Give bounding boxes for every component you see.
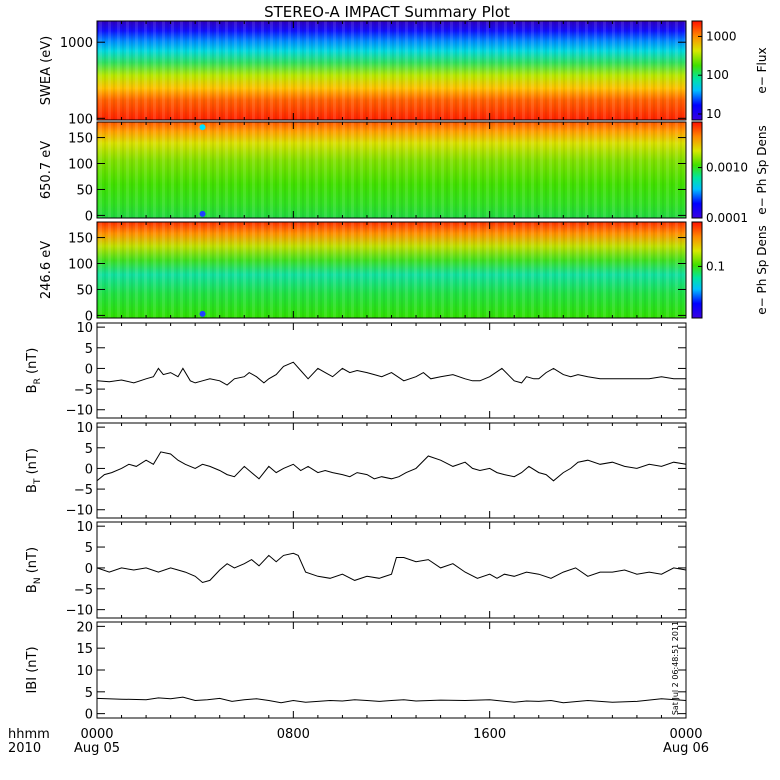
bmag-ylabel: IBI (nT) — [25, 646, 40, 693]
pad650-feature-spot — [199, 124, 206, 131]
pad650-ylabel: 650.7 eV — [39, 141, 54, 199]
pad246-ylabel: 246.6 eV — [39, 241, 54, 299]
pad650-heatmap-texture — [97, 122, 686, 218]
br-frame — [96, 322, 687, 419]
pad650-colorbar-tick-label: 0.0010 — [706, 161, 748, 175]
swea-y-tick-label: 100 — [68, 112, 93, 127]
bmag-series-line — [96, 696, 687, 704]
pad650-y-tick-label: 50 — [76, 183, 93, 198]
pad246-colorbar — [691, 221, 703, 319]
bmag-ylabel-unit: (nT) — [25, 646, 40, 676]
pad246-heatmap-texture — [97, 222, 686, 318]
bt-series-line — [96, 451, 687, 482]
pad246-y-tick-label: 150 — [68, 232, 93, 247]
br-series-line — [96, 361, 686, 386]
x-tick-label: 0000 — [80, 727, 113, 742]
chart-title: STEREO-A IMPACT Summary Plot — [264, 3, 510, 21]
bn-ylabel-main: B — [25, 584, 40, 593]
x-tick-label: 0800 — [277, 727, 310, 742]
bn-y-tick-label: −10 — [66, 604, 93, 619]
bn-y-tick-label: 10 — [76, 520, 93, 535]
swea-ylabel: SWEA (eV) — [39, 36, 54, 105]
swea-heatmap-texture — [97, 21, 686, 120]
bt-y-tick-label: 5 — [85, 442, 93, 457]
pad650-y-tick-label: 0 — [85, 209, 93, 224]
br-ylabel: BR (nT) — [25, 348, 43, 394]
bmag-ylabel-main: IBI — [25, 677, 40, 694]
br-y-tick-label: 5 — [85, 342, 93, 357]
br-ylabel-unit: (nT) — [25, 348, 40, 378]
br-ylabel-sub: R — [33, 378, 43, 384]
x-axis-label-hhmm: hhmm — [8, 727, 50, 742]
bn-frame — [96, 521, 687, 619]
swea-colorbar-label: e− Flux — [755, 47, 769, 93]
bmag-y-tick-label: 0 — [85, 708, 93, 723]
pad246-feature-spot — [199, 310, 206, 317]
x-tick-date: Aug 06 — [663, 741, 709, 756]
pad246-y-tick-label: 50 — [76, 283, 93, 298]
swea-y-tick-label: 1000 — [60, 36, 93, 51]
bt-y-tick-label: −5 — [74, 483, 93, 498]
x-tick-label: 0000 — [669, 727, 702, 742]
timestamp: Sat Jul 2 06:48:51 2011 — [671, 621, 680, 715]
swea-colorbar-tick-label: 10 — [706, 107, 721, 121]
swea-colorbar-tick-label: 1000 — [706, 29, 737, 43]
x-tick-date: Aug 05 — [74, 741, 120, 756]
bt-y-tick-label: 0 — [85, 462, 93, 477]
bmag-y-tick-label: 20 — [76, 620, 93, 635]
bn-series-line — [96, 552, 687, 584]
br-y-tick-label: −5 — [74, 383, 93, 398]
pad650-y-tick-label: 150 — [68, 132, 93, 147]
bmag-y-tick-label: 5 — [85, 686, 93, 701]
bt-ylabel: BT (nT) — [25, 448, 43, 493]
bn-y-tick-label: 0 — [85, 562, 93, 577]
swea-colorbar — [691, 20, 703, 121]
pad650-feature-spot — [199, 210, 206, 217]
swea-colorbar-tick-label: 100 — [706, 68, 729, 82]
br-y-tick-label: −10 — [66, 404, 93, 419]
x-axis-label-year: 2010 — [8, 741, 41, 756]
bt-y-tick-label: 10 — [76, 421, 93, 436]
bmag-y-tick-label: 10 — [76, 664, 93, 679]
pad650-y-tick-label: 100 — [68, 158, 93, 173]
bn-y-tick-label: −5 — [74, 583, 93, 598]
bt-frame — [96, 422, 687, 519]
pad650-colorbar — [691, 121, 703, 219]
bt-ylabel-sub: T — [33, 478, 43, 485]
pad246-y-tick-label: 0 — [85, 309, 93, 324]
br-ylabel-main: B — [25, 384, 40, 393]
pad246-colorbar-label: e− Ph Sp Dens — [755, 225, 769, 314]
bn-ylabel-sub: N — [33, 577, 43, 584]
bn-y-tick-label: 5 — [85, 541, 93, 556]
pad246-y-tick-label: 100 — [68, 258, 93, 273]
br-y-tick-label: 10 — [76, 321, 93, 336]
bt-ylabel-unit: (nT) — [25, 448, 40, 478]
bmag-y-tick-label: 15 — [76, 642, 93, 657]
bn-ylabel-unit: (nT) — [25, 547, 40, 577]
bmag-frame — [96, 621, 687, 719]
pad246-colorbar-tick-label: 0.1 — [706, 259, 725, 273]
x-tick-label: 1600 — [473, 727, 506, 742]
bn-ylabel: BN (nT) — [25, 547, 43, 593]
bt-y-tick-label: −10 — [66, 504, 93, 519]
pad650-colorbar-tick-label: 0.0001 — [706, 211, 748, 225]
br-y-tick-label: 0 — [85, 362, 93, 377]
bt-ylabel-main: B — [25, 484, 40, 493]
pad650-colorbar-label: e− Ph Sp Dens — [755, 125, 769, 214]
